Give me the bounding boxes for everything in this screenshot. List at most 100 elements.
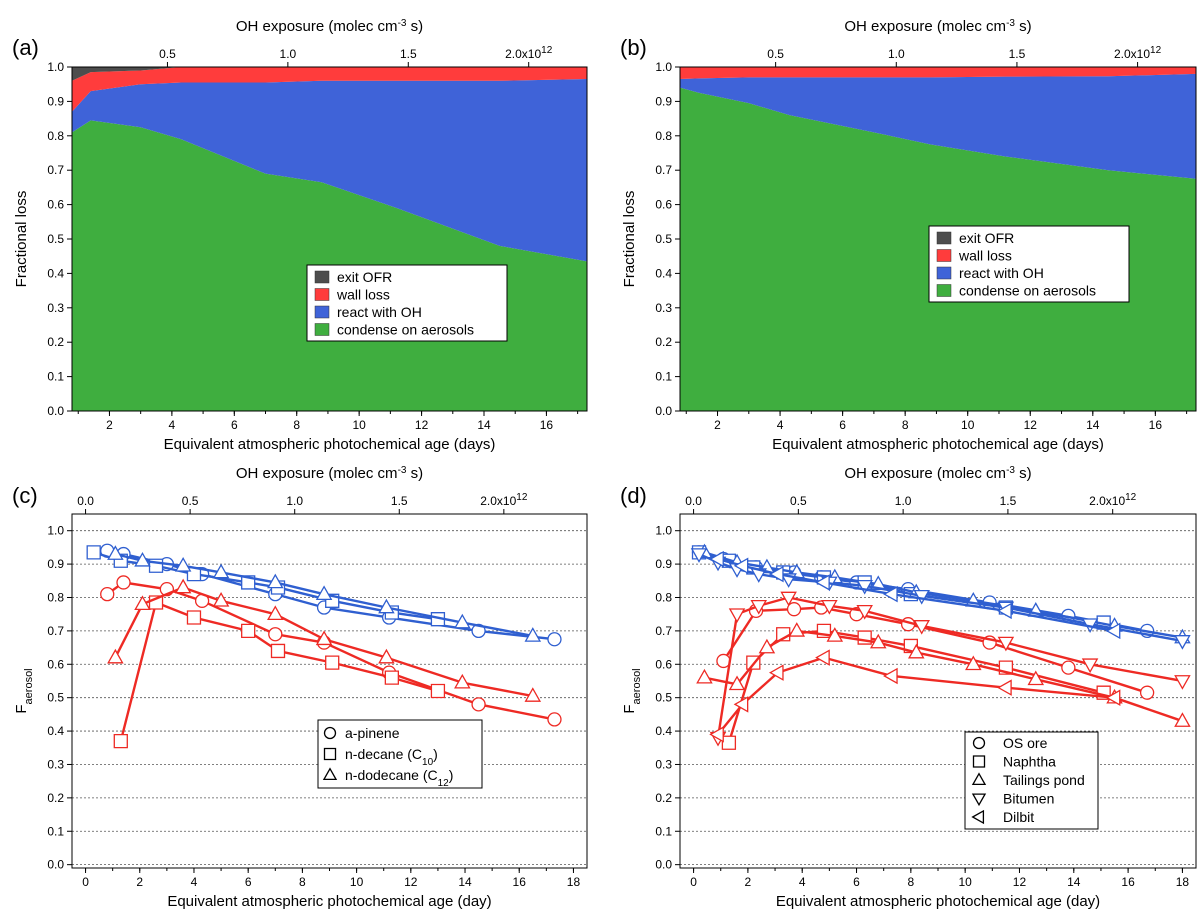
data-point (524, 627, 542, 642)
y-tick-label: 0.4 (655, 266, 672, 280)
top-axis: 0.5 1.0 1.5 2.0x1012 OH exposure (molec cm-3… (767, 18, 1162, 67)
x-tick-label: 2 (745, 875, 752, 889)
top-tick-label: 0.0 (685, 494, 702, 508)
x-tick-label: 14 (1067, 875, 1081, 889)
y-tick-label: 0.0 (47, 858, 64, 872)
top-tick-label: 1.5 (1009, 47, 1026, 61)
data-point (709, 550, 724, 568)
y-tick-label: 0.2 (655, 335, 672, 349)
data-point (758, 638, 776, 654)
data-point (869, 633, 887, 649)
y-axis: 0.0 0.1 0.2 0.3 0.4 0.5 0.6 0.7 0.8 0.9 1.0 Faeroso… (621, 524, 680, 872)
y-tick-label: 0.9 (47, 557, 64, 571)
x-tick-label: 2 (106, 418, 113, 432)
data-point (471, 623, 486, 639)
y-tick-label: 0.9 (47, 94, 64, 108)
data-point (186, 610, 202, 625)
x-tick-label: 14 (477, 418, 491, 432)
y-tick-label: 0.8 (655, 590, 672, 604)
top-tick-label: 1.5 (391, 494, 408, 508)
legend-marker (322, 767, 338, 781)
data-point (547, 712, 562, 727)
panel-d: (d) 0 2 4 6 8 10 12 14 16 18 Equivalent atmospheric… (620, 465, 1197, 910)
data-point (883, 667, 898, 685)
top-tick-label: 0.5 (159, 47, 176, 61)
y-tick-label: 0.3 (47, 757, 64, 771)
top-tick-label: 2.0x1012 (480, 492, 528, 509)
top-tick-label: 0.5 (182, 494, 199, 508)
legend: a-pinene n-decane (C10)n-dodecane (C12) (317, 719, 483, 789)
legend-label: OS ore (1003, 735, 1048, 751)
x-tick-label: 16 (1149, 418, 1163, 432)
series-group (690, 543, 1191, 750)
legend-marker (972, 755, 986, 768)
panel-c: (c) 0 2 4 6 8 10 12 14 16 18 Equivalent atmospheric… (12, 465, 588, 910)
panel-a: (a) 2 4 6 8 10 12 14 16 Equivalent atmospheric ph… (12, 18, 588, 453)
y-tick-label: 0.5 (47, 232, 64, 246)
data-point (241, 623, 256, 639)
data-point (1105, 622, 1121, 640)
y-tick-label: 0.3 (655, 301, 672, 315)
legend-label: Bitumen (1003, 791, 1054, 807)
data-point (815, 574, 830, 591)
data-point (1139, 685, 1155, 700)
data-point (107, 648, 124, 664)
data-point (883, 585, 898, 603)
legend-label: exit OFR (959, 230, 1014, 246)
x-tick-label: 16 (513, 875, 527, 889)
y-tick-label: 0.0 (655, 858, 672, 872)
legend-label: n-dodecane (C12) (345, 767, 453, 789)
data-point (212, 592, 230, 607)
data-point (1105, 689, 1121, 706)
data-point (524, 687, 542, 702)
top-tick-label: 0.0 (77, 494, 94, 508)
y-axis: 0.0 0.1 0.2 0.3 0.4 0.5 0.6 0.7 0.8 0.9 1.0 Fractio… (621, 60, 680, 418)
data-point (547, 632, 562, 647)
legend: OS ore Naphtha Tailings pond Bitumen Dilbit (964, 731, 1099, 830)
data-point (471, 697, 486, 712)
y-tick-label: 0.1 (655, 370, 672, 384)
data-point (780, 591, 797, 607)
data-point (86, 545, 101, 560)
data-point (733, 696, 749, 713)
y-tick-label: 0.9 (655, 94, 672, 108)
y-tick-label: 0.5 (655, 691, 672, 705)
data-point (174, 556, 192, 572)
y-tick-label: 0.3 (47, 301, 64, 315)
y-tick-label: 1.0 (47, 524, 64, 538)
legend-label: Dilbit (1003, 809, 1034, 825)
gridlines (72, 530, 587, 866)
legend-marker (971, 772, 987, 786)
x-tick-label: 12 (415, 418, 429, 432)
x-tick-label: 4 (191, 875, 198, 889)
data-point (378, 648, 395, 664)
y-axis-title: Faerosol (13, 668, 35, 713)
y-tick-label: 1.0 (47, 60, 64, 74)
legend-label: condense on aerosols (337, 322, 474, 338)
legend-swatch (936, 249, 952, 262)
legend-box (928, 225, 1130, 303)
y-tick-label: 0.2 (47, 791, 64, 805)
x-tick-label: 6 (231, 418, 238, 432)
y-tick-label: 1.0 (655, 524, 672, 538)
y-tick-label: 1.0 (655, 60, 672, 74)
data-point (174, 578, 192, 594)
series-line-bitumen (716, 596, 1183, 738)
data-point (768, 565, 784, 583)
y-tick-label: 0.1 (47, 370, 64, 384)
data-point (788, 622, 806, 637)
data-point (1174, 675, 1191, 690)
y-axis-title: Fractional loss (13, 191, 30, 288)
top-tick-label: 1.0 (280, 47, 297, 61)
data-point (856, 604, 873, 620)
data-point (965, 655, 982, 671)
data-point (1174, 635, 1191, 650)
legend-label: a-pinene (345, 725, 400, 741)
legend-label: react with OH (959, 265, 1044, 281)
data-point (709, 726, 724, 743)
data-point (728, 675, 746, 691)
panel-letter: (a) (12, 35, 39, 60)
legend-label: Tailings pond (1003, 772, 1085, 788)
data-point (113, 733, 128, 749)
